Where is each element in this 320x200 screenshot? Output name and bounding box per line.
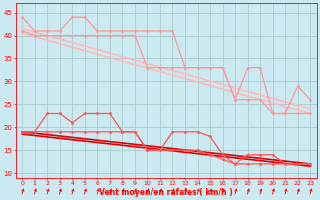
X-axis label: Vent moyen/en rafales ( km/h ): Vent moyen/en rafales ( km/h ) (100, 188, 233, 197)
